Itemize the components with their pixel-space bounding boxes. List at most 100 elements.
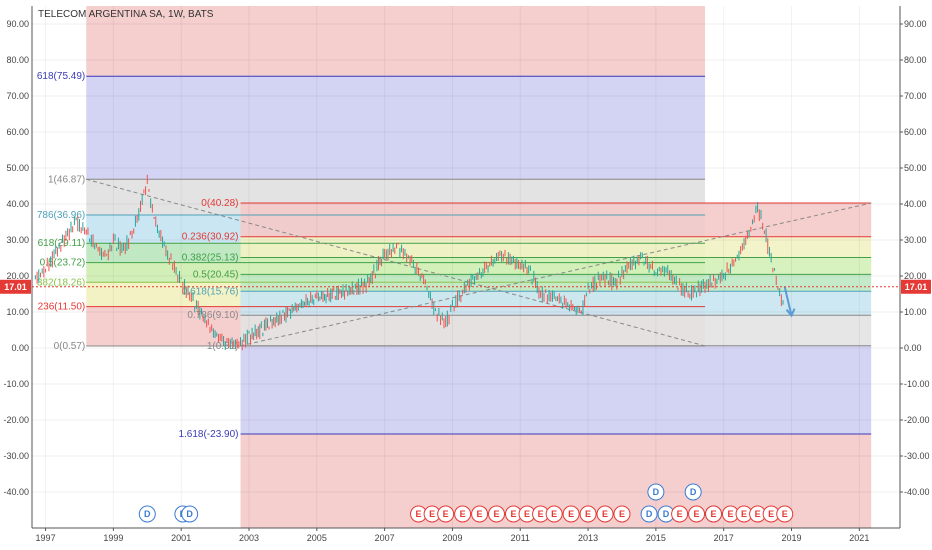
dividend-marker[interactable]	[181, 505, 199, 523]
fib-right-label: 0.382(25.13)	[182, 253, 239, 264]
earnings-marker[interactable]	[579, 505, 597, 523]
fib-left-trend	[86, 178, 706, 347]
y-tick-label-right: 90.00	[904, 19, 927, 29]
marker-label: E	[677, 509, 683, 519]
y-tick-label-right: 50.00	[904, 163, 927, 173]
fib-left-label: 1(46.87)	[48, 174, 85, 185]
marker-label: E	[727, 509, 733, 519]
fibonacci-lines: 618(75.49) 1(46.87) 786(36.96) 618(29.11) 0.…	[37, 71, 872, 440]
price-badge-left	[0, 279, 31, 294]
fib-left-label: 382(18.26)	[37, 277, 85, 288]
fib-right-label: 0.236(30.92)	[182, 232, 239, 243]
x-tick-label: 1997	[36, 533, 56, 543]
fib-left-label: 786(36.96)	[37, 210, 85, 221]
y-tick-label-left: 20.00	[6, 271, 29, 281]
x-tick-label: 2007	[375, 533, 395, 543]
marker-label: E	[477, 509, 483, 519]
chart-title: TELECOM ARGENTINA SA, 1W, BATS	[38, 9, 214, 20]
x-tick-label: 2011	[511, 533, 530, 543]
marker-label: E	[524, 509, 530, 519]
earnings-marker[interactable]	[562, 505, 580, 523]
x-tick-label: 2019	[781, 533, 801, 543]
event-markers[interactable]: DDDDDDEEEEEEEEEEEEEEEEEEEEEEDD	[138, 483, 794, 523]
y-tick-label-left: -40.00	[3, 487, 29, 497]
y-tick-label-left: -10.00	[3, 379, 29, 389]
earnings-marker[interactable]	[596, 505, 614, 523]
dividend-marker[interactable]	[640, 505, 658, 523]
price-series	[32, 174, 900, 351]
y-tick-label-left: -20.00	[3, 415, 29, 425]
earnings-marker[interactable]	[454, 505, 472, 523]
marker-label: D	[663, 509, 670, 519]
marker-label: D	[690, 487, 697, 497]
zone-right-grey	[240, 315, 872, 346]
y-tick-label-right: -30.00	[904, 451, 930, 461]
price-badge-right-label: 17.01	[905, 282, 928, 292]
fib-right-label: 0(40.28)	[201, 198, 238, 209]
x-tick-label: 2001	[171, 533, 191, 543]
marker-label: E	[694, 509, 700, 519]
dividend-marker[interactable]	[647, 483, 665, 501]
dividend-marker[interactable]	[138, 505, 156, 523]
y-tick-label-left: 50.00	[6, 163, 29, 173]
marker-label: D	[186, 509, 193, 519]
y-tick-label-left: 80.00	[6, 55, 29, 65]
fib-right-trend	[240, 202, 872, 347]
marker-label: E	[568, 509, 574, 519]
x-tick-label: 2009	[442, 533, 462, 543]
y-tick-label-left: 60.00	[6, 127, 29, 137]
marker-label: E	[443, 509, 449, 519]
y-tick-label-right: 70.00	[904, 91, 927, 101]
fib-left-label: 618(29.11)	[38, 238, 86, 249]
y-tick-label-right: 0.00	[904, 343, 922, 353]
zone-right-lgreen	[240, 257, 872, 275]
zone-right-red-top	[240, 202, 872, 237]
marker-label: D	[144, 509, 151, 519]
y-tick-label-right: -20.00	[904, 415, 930, 425]
fib-right-label: 0.618(15.76)	[182, 286, 239, 297]
marker-label: E	[551, 509, 557, 519]
zone-left-blue	[86, 76, 706, 180]
forecast-arrow	[783, 286, 793, 316]
marker-label: D	[646, 509, 653, 519]
fib-left-label: 618(75.49)	[37, 71, 85, 82]
fib-right-label: 1.618(-23.90)	[178, 429, 238, 440]
dividend-marker[interactable]	[684, 483, 702, 501]
marker-label: E	[782, 509, 788, 519]
y-tick-label-right: -10.00	[904, 379, 930, 389]
marker-label: E	[585, 509, 591, 519]
y-tick-label-right: 30.00	[904, 235, 927, 245]
y-tick-label-right: 60.00	[904, 127, 927, 137]
x-tick-label: 2021	[849, 533, 869, 543]
x-tick-label: 2017	[714, 533, 734, 543]
x-tick-label: 1999	[103, 533, 123, 543]
earnings-marker[interactable]	[613, 505, 631, 523]
earnings-marker[interactable]	[488, 505, 506, 523]
y-tick-label-right: 80.00	[904, 55, 927, 65]
x-tick-label: 2013	[578, 533, 598, 543]
y-tick-label-left: 10.00	[6, 307, 29, 317]
earnings-marker[interactable]	[671, 505, 689, 523]
x-tick-label: 2015	[646, 533, 666, 543]
marker-label: E	[538, 509, 544, 519]
earnings-marker[interactable]	[776, 505, 794, 523]
earnings-marker[interactable]	[437, 505, 455, 523]
marker-label: D	[653, 487, 660, 497]
marker-label: E	[768, 509, 774, 519]
earnings-marker[interactable]	[545, 505, 563, 523]
earnings-marker[interactable]	[705, 505, 723, 523]
y-tick-label-left: 70.00	[6, 91, 29, 101]
zone-left-top	[86, 6, 706, 77]
marker-label: E	[741, 509, 747, 519]
marker-label: E	[602, 509, 608, 519]
earnings-marker[interactable]	[471, 505, 489, 523]
y-tick-label-left: 30.00	[6, 235, 29, 245]
marker-label: E	[494, 509, 500, 519]
earnings-marker[interactable]	[688, 505, 706, 523]
y-tick-label-left: 40.00	[6, 199, 29, 209]
y-tick-label-left: -30.00	[3, 451, 29, 461]
fib-right-label: 0.786(9.10)	[187, 310, 238, 321]
marker-label: E	[460, 509, 466, 519]
marker-label: E	[429, 509, 435, 519]
